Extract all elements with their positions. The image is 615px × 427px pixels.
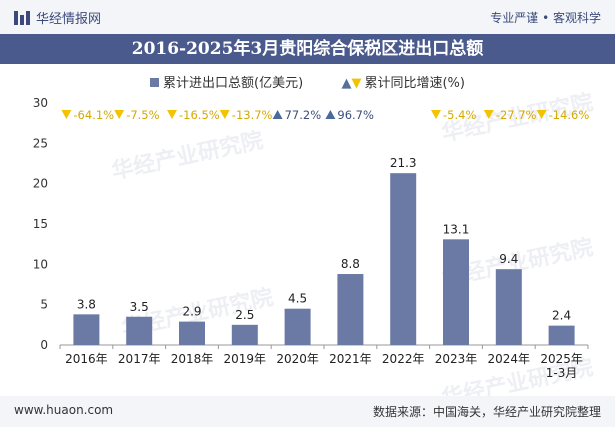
growth-down-triangle-icon (536, 110, 547, 119)
x-tick-label: 2018年 (171, 352, 214, 366)
brand-logo-icon (14, 10, 30, 25)
growth-down-triangle-icon (431, 110, 441, 119)
x-tick-label: 2023年 (435, 352, 478, 366)
growth-up-triangle-icon (272, 110, 283, 119)
header-bar: 华经情报网 专业严谨 • 客观科学 (0, 0, 615, 34)
bar-value-label: 21.3 (390, 156, 417, 170)
legend-down-triangle-icon: ▼ (351, 76, 362, 91)
growth-label: -14.6% (549, 108, 590, 122)
bar-value-label: 4.5 (288, 292, 307, 306)
y-tick-label: 0 (40, 338, 48, 352)
growth-down-triangle-icon (483, 110, 494, 119)
bar (179, 321, 205, 345)
growth-label: -5.4% (443, 108, 476, 122)
bar (73, 314, 100, 345)
x-tick-label: 2024年 (488, 352, 531, 366)
footer: www.huaon.com 数据来源：中国海关，华经产业研究院整理 (0, 396, 615, 427)
legend-growth-label: 累计同比增速(%) (364, 76, 465, 91)
bar (126, 316, 153, 345)
growth-label: -7.5% (126, 108, 159, 122)
growth-label: 77.2% (285, 108, 322, 122)
growth-down-triangle-icon (167, 110, 177, 119)
y-tick-label: 10 (33, 257, 48, 271)
growth-up-triangle-icon (325, 110, 336, 119)
bar (390, 173, 417, 345)
x-tick-label: 1-3月 (546, 366, 578, 380)
footer-source: 数据来源：中国海关，华经产业研究院整理 (372, 405, 601, 419)
growth-down-triangle-icon (219, 110, 230, 119)
bar-value-label: 2.4 (552, 309, 571, 323)
y-tick-label: 20 (33, 177, 48, 191)
growth-down-triangle-icon (114, 110, 125, 119)
x-tick-label: 2022年 (382, 352, 425, 366)
legend-bar-label: 累计进出口总额(亿美元) (163, 76, 304, 91)
x-tick-label: 2017年 (118, 352, 161, 366)
bar-value-label: 8.8 (341, 257, 360, 271)
growth-label: -16.5% (179, 108, 220, 122)
growth-label: -64.1% (73, 108, 114, 122)
bar (231, 324, 258, 345)
bar-chart: 0 5 10 15 20 25 30 3.8 2016年 -64.1% 3.5 2017年 -7.5% 2… (33, 96, 590, 380)
y-tick-label: 5 (40, 298, 48, 312)
bar-value-label: 2.9 (182, 305, 201, 319)
x-tick-label: 2016年 (65, 352, 108, 366)
bar (495, 269, 522, 345)
growth-label: 96.7% (337, 108, 374, 122)
bar-value-label: 2.5 (235, 308, 254, 322)
x-tick-label: 2025年 (540, 352, 583, 366)
brand-name: 华经情报网 (36, 12, 102, 27)
bar (548, 325, 575, 345)
growth-label: -13.7% (232, 108, 273, 122)
x-tick-label: 2019年 (224, 352, 267, 366)
legend-bar-swatch-icon (150, 78, 160, 87)
legend: 累计进出口总额(亿美元) ▲▼ 累计同比增速(%) (0, 72, 615, 91)
bar-value-label: 13.1 (443, 222, 470, 236)
growth-down-triangle-icon (61, 110, 72, 119)
footer-website: www.huaon.com (14, 403, 114, 417)
bar-value-label: 3.5 (130, 300, 149, 314)
bar-value-label: 3.8 (77, 297, 96, 311)
x-tick-label: 2020年 (276, 352, 319, 366)
y-tick-label: 25 (33, 136, 48, 150)
tagline: 专业严谨 • 客观科学 (490, 11, 601, 25)
bar (443, 239, 469, 345)
y-tick-label: 15 (33, 217, 48, 231)
growth-label: -27.7% (496, 108, 537, 122)
legend-up-triangle-icon: ▲ (341, 76, 352, 91)
chart-title: 2016-2025年3月贵阳综合保税区进出口总额 (0, 34, 615, 64)
bar-value-label: 9.4 (499, 252, 518, 266)
y-tick-label: 30 (33, 96, 48, 110)
bar (284, 308, 311, 345)
bar (337, 274, 364, 345)
x-tick-label: 2021年 (329, 352, 372, 366)
brand: 华经情报网 (14, 8, 101, 27)
